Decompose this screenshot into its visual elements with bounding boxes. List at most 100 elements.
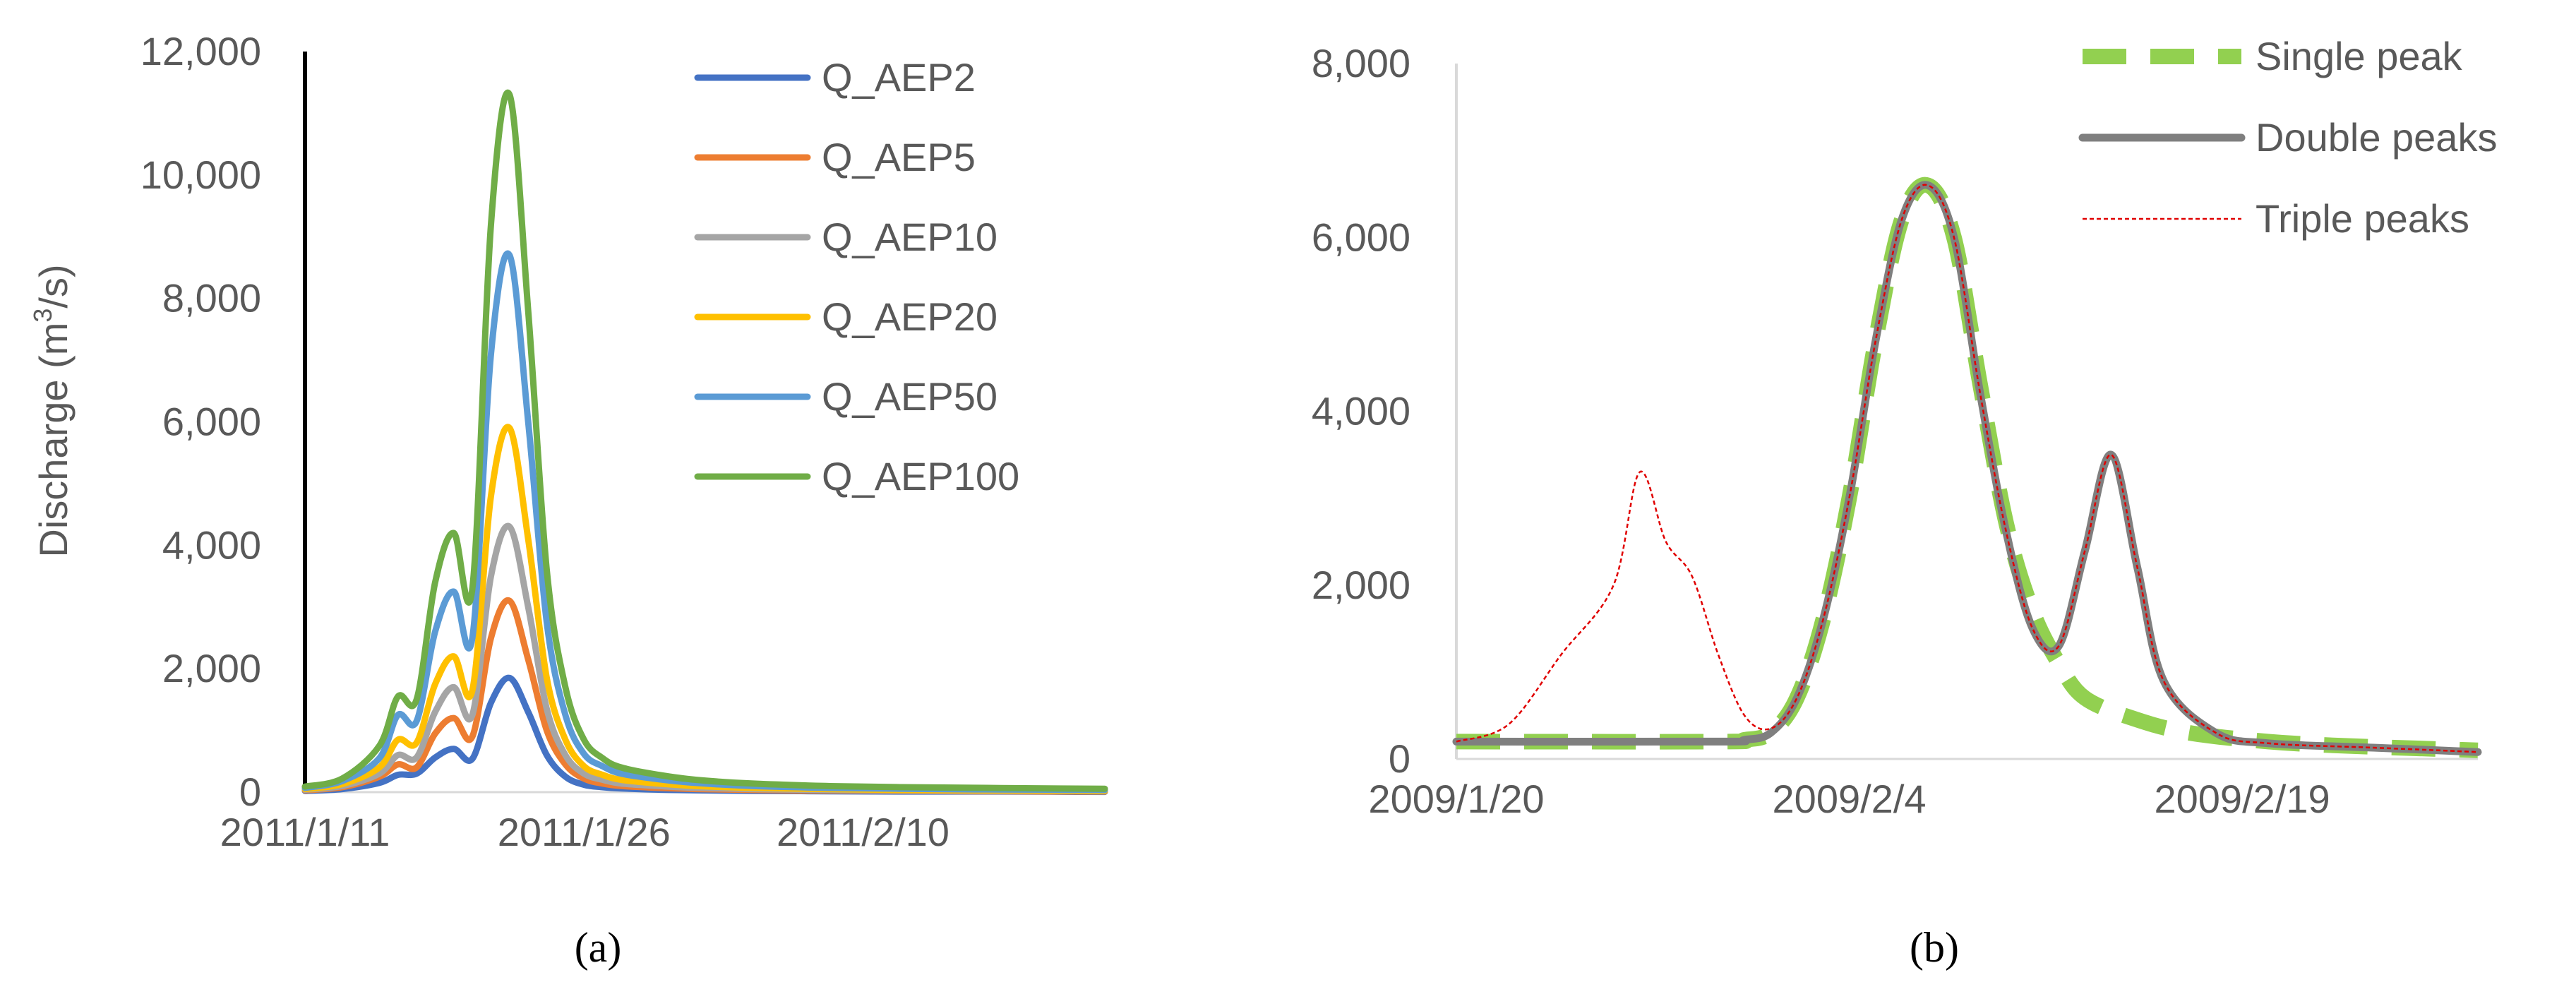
data-point [472, 690, 473, 691]
data-point [2111, 454, 2112, 455]
data-point [416, 773, 417, 774]
data-point [1508, 724, 1509, 725]
data-point [1979, 393, 1981, 395]
y-tick-label: 4,000 [162, 522, 261, 567]
data-point [602, 758, 604, 759]
data-point [453, 686, 455, 688]
data-point [491, 575, 492, 577]
data-point [397, 714, 399, 716]
y-tick-label: 6,000 [162, 400, 261, 444]
data-point [583, 778, 585, 779]
y-tick-label: 2,000 [162, 646, 261, 690]
data-point [583, 773, 585, 774]
legend-label: Q_AEP10 [822, 215, 998, 259]
panel-b-hydrograph-shapes-chart: 0 2,000 4,000 6,000 8,000 2009/1/20 2009/2/4 20… [1312, 34, 2498, 971]
data-point [434, 757, 436, 758]
data-point [453, 656, 455, 657]
data-point [1665, 541, 1667, 542]
data-point [434, 683, 436, 685]
data-point [527, 606, 529, 608]
data-point [1901, 220, 1903, 221]
data-point [378, 782, 380, 784]
data-point [472, 758, 473, 760]
y-tick-label: 0 [1389, 736, 1410, 781]
panel-a-y-axis-title: Discharge (m3/s) [28, 264, 76, 557]
data-point [509, 94, 510, 95]
data-point [621, 773, 622, 774]
legend-label: Q_AEP2 [822, 55, 976, 100]
data-point [1718, 741, 1719, 742]
data-point [304, 786, 306, 787]
x-tick-label: 2009/2/4 [1773, 777, 1927, 821]
data-point [2137, 719, 2138, 721]
y-tick-label: 6,000 [1312, 215, 1410, 259]
y-tick-label: 2,000 [1312, 563, 1410, 607]
data-point [397, 755, 399, 756]
data-point [2032, 611, 2033, 612]
data-point [602, 765, 604, 767]
data-point [509, 526, 510, 527]
data-point [453, 532, 455, 534]
series-line-single-peak [1456, 177, 2479, 758]
data-point [2215, 732, 2217, 734]
data-point [621, 779, 622, 781]
series-line-triple-peaks [1456, 184, 2479, 753]
data-point [1875, 341, 1876, 342]
data-point [491, 353, 492, 354]
data-point [1927, 184, 1929, 186]
data-point [453, 591, 455, 592]
data-point [546, 708, 548, 710]
data-point [565, 686, 566, 688]
data-point [565, 739, 566, 741]
y-tick-label: 0 [239, 770, 261, 814]
data-point [2137, 567, 2138, 568]
data-point [1849, 498, 1850, 499]
y-tick-label: 8,000 [162, 276, 261, 321]
data-point [2163, 680, 2164, 681]
panel-a-discharge-chart: 0 2,000 4,000 6,000 8,000 10,000 12,000 2011/1/… [28, 29, 1108, 971]
data-point [546, 569, 548, 570]
legend-label: Q_AEP50 [822, 374, 998, 419]
panel-a-plot-area: 0 2,000 4,000 6,000 8,000 10,000 12,000 2011/1/… [140, 29, 1108, 854]
data-point [565, 764, 566, 765]
data-point [416, 757, 417, 758]
data-point [2373, 747, 2374, 748]
x-tick-label: 2011/2/10 [777, 810, 949, 854]
data-point [658, 783, 659, 784]
legend-label: Q_AEP5 [822, 135, 976, 179]
data-point [899, 786, 901, 788]
data-point [1770, 732, 1771, 734]
legend-label: Q_AEP20 [822, 294, 998, 339]
x-tick-label: 2009/2/19 [2155, 777, 2330, 821]
y-tick-label: 8,000 [1312, 41, 1410, 85]
data-point [1822, 619, 1823, 621]
data-point [658, 779, 659, 780]
data-point [509, 255, 510, 256]
data-point [546, 730, 548, 731]
x-tick-label: 2011/1/26 [498, 810, 671, 854]
data-point [602, 779, 604, 781]
data-point [491, 702, 492, 703]
data-point [378, 773, 380, 774]
panel-a-caption: (a) [575, 924, 622, 971]
data-point [472, 638, 473, 639]
data-point [583, 739, 585, 741]
data-point [1770, 728, 1771, 729]
data-point [1691, 575, 1693, 577]
data-point [527, 421, 529, 423]
data-point [1613, 585, 1615, 586]
data-point [527, 711, 529, 712]
legend-label: Double peaks [2256, 115, 2497, 160]
data-point [416, 767, 417, 768]
data-point [378, 745, 380, 746]
data-point [658, 774, 659, 776]
data-point [546, 755, 548, 756]
data-point [397, 739, 399, 741]
data-point [546, 677, 548, 678]
data-point [2085, 550, 2086, 551]
data-point [2006, 532, 2007, 534]
data-point [342, 778, 343, 779]
data-point [2032, 628, 2033, 629]
data-point [416, 721, 417, 722]
data-point [583, 784, 585, 786]
